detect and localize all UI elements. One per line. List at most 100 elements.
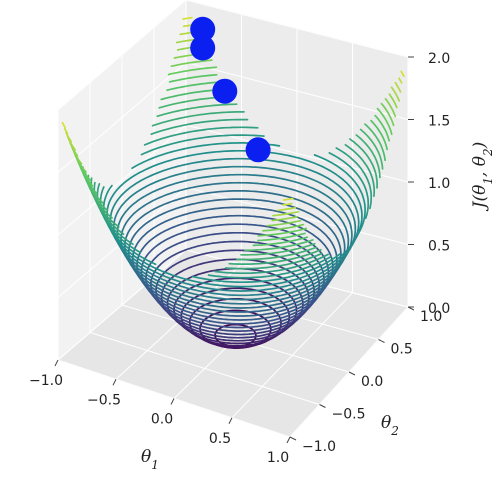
contour-line <box>271 215 299 222</box>
contour-line <box>252 236 309 247</box>
contour-surface <box>61 16 405 349</box>
gradient-descent-points <box>190 16 271 163</box>
contour-line <box>394 81 402 93</box>
gradient-descent-point <box>190 16 216 42</box>
contour-line <box>228 248 322 265</box>
y-tick-mark <box>348 371 356 376</box>
x-tick-mark <box>170 398 175 405</box>
contour-line <box>364 123 386 162</box>
contour-line <box>257 227 307 237</box>
contour-line <box>131 206 338 317</box>
contour-line <box>140 134 265 156</box>
contour-line <box>266 219 302 227</box>
contour-line <box>112 165 357 297</box>
contour-line <box>335 147 373 210</box>
floor-gridline-y <box>89 332 320 405</box>
x-tick-mark <box>228 417 233 424</box>
contour-line <box>207 255 332 279</box>
contour-line <box>272 210 300 217</box>
contour-line <box>224 252 323 270</box>
wall-gridline-z <box>57 61 409 173</box>
contour-line <box>236 246 318 261</box>
contour-line <box>355 134 381 179</box>
contour-line <box>143 126 259 146</box>
gradient-descent-point <box>245 137 271 163</box>
contour-line <box>150 240 321 332</box>
contour-line <box>277 206 297 212</box>
contour-line <box>127 198 342 313</box>
contour-line <box>180 287 291 347</box>
gradient-descent-point <box>212 78 238 104</box>
x-tick-label: −1.0 <box>29 373 63 389</box>
wall-gridline-z <box>57 186 409 298</box>
contour-line <box>282 197 294 201</box>
contour-line <box>116 173 353 301</box>
contour-line <box>63 127 69 135</box>
contour-line <box>376 107 393 136</box>
contour-line <box>168 73 218 83</box>
x-tick-mark <box>54 359 59 367</box>
contour-line <box>344 143 376 198</box>
contour-line <box>370 119 388 151</box>
contour-line <box>156 103 238 118</box>
contour-line <box>398 77 403 84</box>
z-tick-label: 2.0 <box>428 51 450 67</box>
y-tick-label: 1.0 <box>420 309 442 325</box>
contour-line <box>282 202 293 206</box>
contour-line <box>359 128 384 170</box>
y-tick-label: −1.0 <box>302 439 336 455</box>
contour-line <box>136 214 334 321</box>
contour-line <box>61 121 66 129</box>
x-tick-label: 0.0 <box>151 412 173 428</box>
y-tick-mark <box>378 339 385 343</box>
x-tick-mark <box>286 436 291 444</box>
contour-line <box>380 102 395 127</box>
contour-line <box>390 86 401 102</box>
contour-line <box>140 223 330 325</box>
contour-line <box>109 157 360 292</box>
contour-line <box>214 253 329 275</box>
x-tick-label: −0.5 <box>87 392 121 408</box>
x-tick-label: 0.5 <box>209 431 231 447</box>
z-axis-label: J(θ1, θ2) <box>470 142 495 212</box>
contour-line <box>150 118 249 136</box>
y-tick-label: −0.5 <box>332 407 366 423</box>
x-axis-label: θ1 <box>141 447 159 472</box>
contour-line <box>167 66 218 76</box>
contour-line <box>384 97 397 118</box>
y-axis-label: θ2 <box>381 413 399 438</box>
z-tick-label: 1.5 <box>428 114 450 130</box>
y-tick-label: 0.5 <box>391 342 413 358</box>
gradient-descent-point <box>190 35 216 61</box>
z-tick-label: 0.5 <box>428 239 450 255</box>
contour-line <box>257 232 306 242</box>
contour-line <box>191 253 341 284</box>
contour-line <box>240 242 316 256</box>
contour-line <box>388 93 398 109</box>
contour-line <box>244 239 314 252</box>
y-tick-mark <box>319 404 326 408</box>
z-tick-label: 1.0 <box>428 176 450 192</box>
z-tick-label: 0.0 <box>428 301 450 317</box>
contour-line <box>106 149 363 288</box>
contour-line <box>151 110 245 127</box>
x-tick-mark <box>112 379 117 386</box>
contour-line <box>120 181 350 305</box>
x-tick-label: 1.0 <box>267 450 289 466</box>
contour-line <box>166 81 222 92</box>
contour-line <box>328 152 370 220</box>
contour-line <box>400 70 405 78</box>
axis-ticks: −1.0−0.50.00.51.0−1.0−0.50.00.51.00.00.5… <box>29 51 450 466</box>
contour-line <box>374 114 391 142</box>
y-tick-mark <box>289 436 297 441</box>
contour-line <box>170 59 213 68</box>
y-tick-label: 0.0 <box>361 374 383 390</box>
contour-line <box>348 138 378 189</box>
axes-gridlines <box>57 0 409 438</box>
contour-line <box>182 16 193 20</box>
wall-gridline-z <box>57 0 409 111</box>
contour-line <box>123 190 346 309</box>
contour-line <box>313 154 366 235</box>
contour-line <box>262 223 305 232</box>
